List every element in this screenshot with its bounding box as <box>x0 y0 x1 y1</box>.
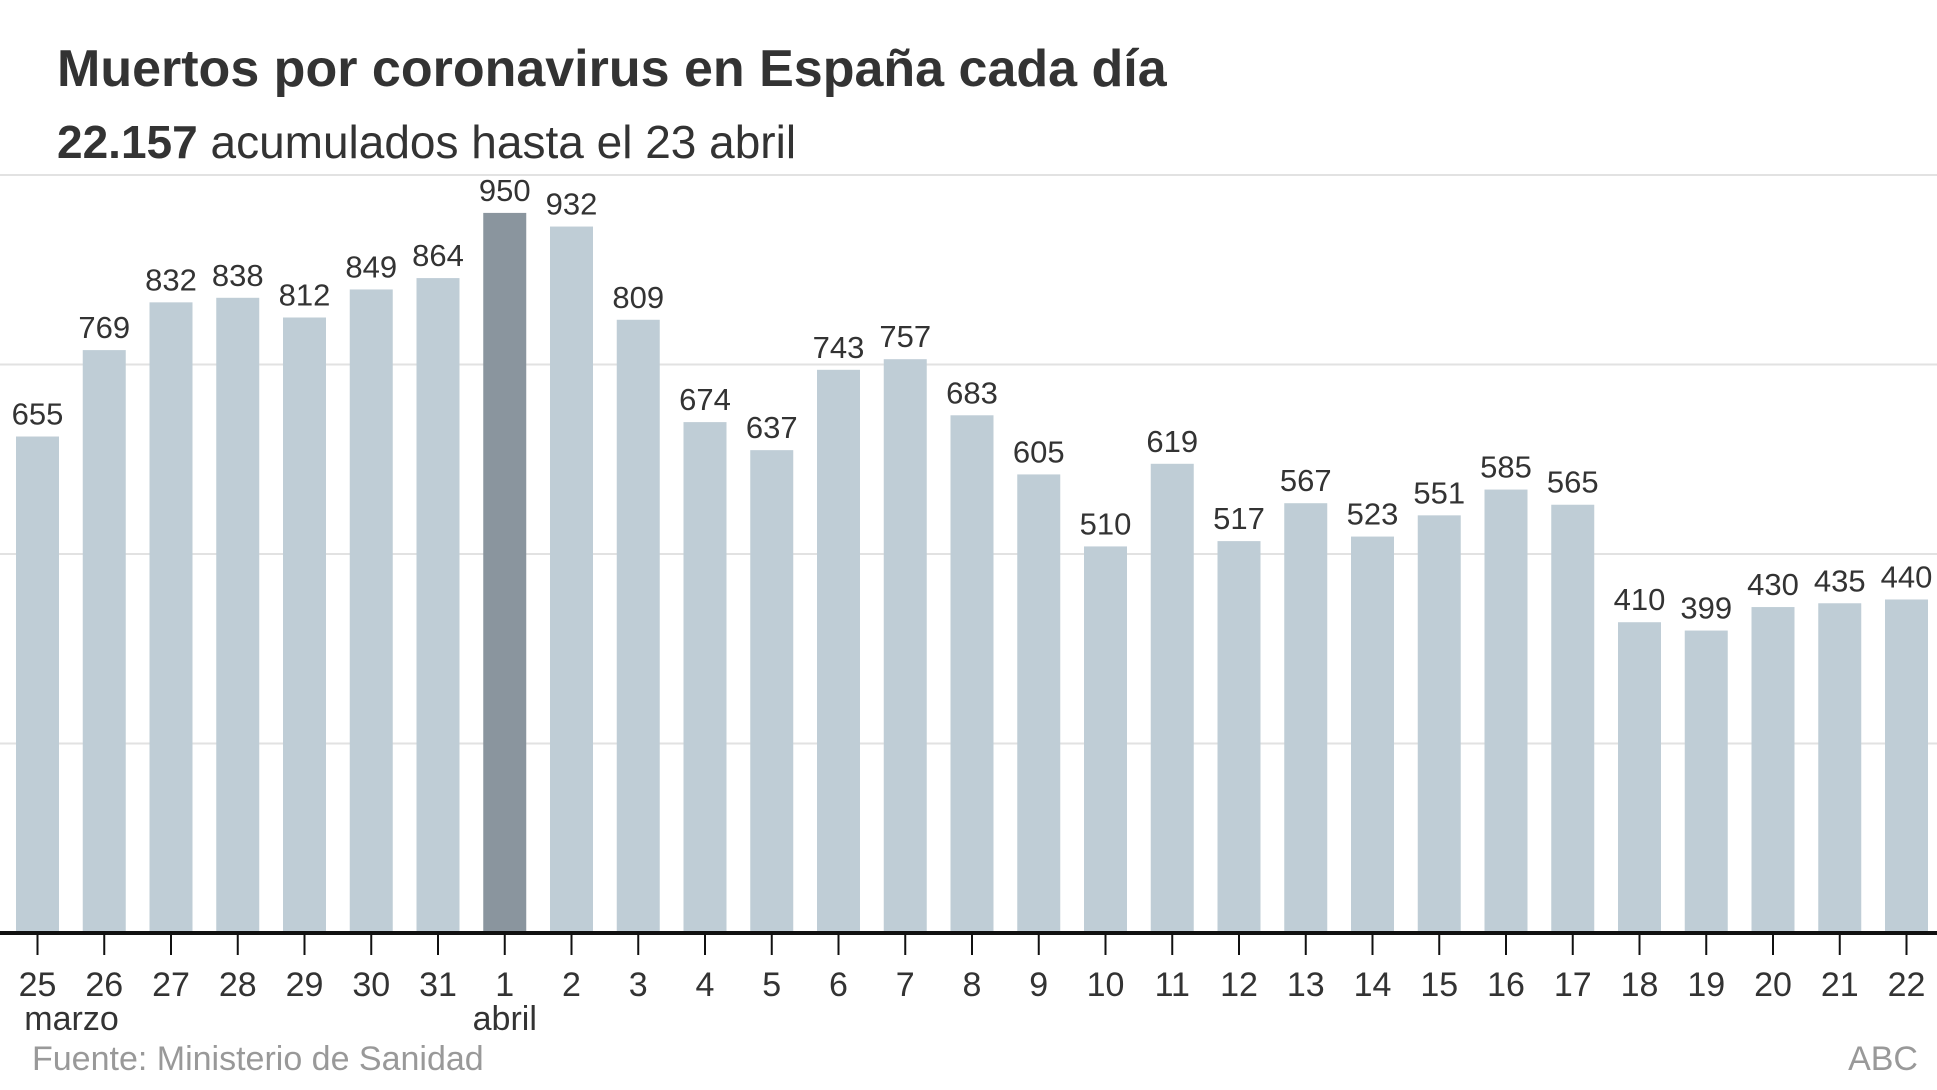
month-label-abril: abril <box>473 1000 537 1038</box>
bar-27 <box>149 302 193 933</box>
tick-label-3: 3 <box>629 966 648 1004</box>
tick-label-30: 30 <box>352 966 390 1004</box>
tick-label-26: 26 <box>85 966 123 1004</box>
bar-1 <box>483 212 527 933</box>
tick-label-21: 21 <box>1821 966 1859 1004</box>
bar-13 <box>1284 503 1328 933</box>
bar-30 <box>349 289 393 933</box>
value-label-30: 849 <box>345 249 397 284</box>
bar-7 <box>883 359 927 934</box>
bar-9 <box>1017 474 1061 933</box>
tick-label-29: 29 <box>286 966 324 1004</box>
value-label-17: 565 <box>1547 465 1599 500</box>
tick-label-8: 8 <box>963 966 982 1004</box>
bar-10 <box>1084 546 1127 933</box>
tick-label-6: 6 <box>829 966 848 1004</box>
bar-31 <box>416 278 460 933</box>
value-label-15: 551 <box>1413 475 1465 510</box>
value-label-6: 743 <box>813 330 865 365</box>
tick-label-25: 25 <box>19 966 57 1004</box>
tick-label-9: 9 <box>1029 966 1048 1004</box>
bar-6 <box>817 369 860 933</box>
value-label-29: 812 <box>279 278 331 313</box>
tick-label-10: 10 <box>1087 966 1125 1004</box>
tick-label-5: 5 <box>762 966 781 1004</box>
tick-label-16: 16 <box>1487 966 1525 1004</box>
value-label-22: 440 <box>1881 559 1933 594</box>
bar-26 <box>82 350 126 933</box>
bar-15 <box>1417 515 1461 933</box>
tick-label-15: 15 <box>1420 966 1458 1004</box>
value-label-1: 950 <box>479 173 531 208</box>
chart-title: Muertos por coronavirus en España cada d… <box>57 40 1168 98</box>
value-label-31: 864 <box>412 238 464 273</box>
tick-label-4: 4 <box>696 966 715 1004</box>
bar-20 <box>1751 607 1795 933</box>
tick-label-17: 17 <box>1554 966 1592 1004</box>
value-label-27: 832 <box>145 262 197 297</box>
tick-label-14: 14 <box>1354 966 1392 1004</box>
chart-subtitle: 22.157 acumulados hasta el 23 abril <box>57 116 796 168</box>
bar-5 <box>750 450 794 933</box>
tick-label-20: 20 <box>1754 966 1792 1004</box>
bar-25 <box>16 436 59 933</box>
bar-3 <box>616 319 660 933</box>
value-label-25: 655 <box>12 397 64 432</box>
tick-label-31: 31 <box>419 966 457 1004</box>
value-label-5: 637 <box>746 410 798 445</box>
bar-28 <box>216 297 260 933</box>
source-note: Fuente: Ministerio de Sanidad <box>32 1040 484 1078</box>
tick-label-18: 18 <box>1621 966 1659 1004</box>
value-label-28: 838 <box>212 258 264 293</box>
value-label-10: 510 <box>1080 506 1132 541</box>
tick-label-28: 28 <box>219 966 257 1004</box>
value-label-11: 619 <box>1146 424 1198 459</box>
subtitle-text: acumulados hasta el 23 abril <box>198 116 796 168</box>
subtitle-total: 22.157 <box>57 116 198 168</box>
month-label-marzo: marzo <box>24 1000 118 1038</box>
value-label-21: 435 <box>1814 563 1866 598</box>
value-label-12: 517 <box>1213 501 1265 536</box>
value-label-13: 567 <box>1280 463 1332 498</box>
tick-label-19: 19 <box>1687 966 1725 1004</box>
tick-label-13: 13 <box>1287 966 1325 1004</box>
tick-label-11: 11 <box>1155 966 1190 1004</box>
value-label-18: 410 <box>1614 582 1666 617</box>
value-label-19: 399 <box>1680 591 1732 626</box>
bar-21 <box>1818 603 1862 933</box>
bar-29 <box>283 317 326 933</box>
tick-label-12: 12 <box>1220 966 1258 1004</box>
value-label-20: 430 <box>1747 567 1799 602</box>
tick-label-27: 27 <box>152 966 190 1004</box>
bar-17 <box>1551 504 1595 933</box>
bar-4 <box>683 422 727 933</box>
value-label-7: 757 <box>879 319 931 354</box>
tick-label-22: 22 <box>1888 966 1926 1004</box>
bar-19 <box>1684 630 1728 933</box>
bar-18 <box>1618 622 1661 933</box>
bar-2 <box>550 226 593 933</box>
value-label-2: 932 <box>546 187 598 222</box>
value-label-16: 585 <box>1480 450 1532 485</box>
tick-label-1: 1 <box>495 966 514 1004</box>
bar-11 <box>1150 463 1194 933</box>
value-label-4: 674 <box>679 382 731 417</box>
bar-16 <box>1484 489 1528 933</box>
value-label-8: 683 <box>946 375 998 410</box>
credit-label: ABC <box>1848 1040 1918 1078</box>
value-label-9: 605 <box>1013 434 1065 469</box>
value-label-26: 769 <box>78 310 130 345</box>
tick-label-7: 7 <box>896 966 915 1004</box>
bar-8 <box>950 415 994 933</box>
bar-12 <box>1217 541 1261 933</box>
bar-14 <box>1351 536 1394 933</box>
bar-22 <box>1885 599 1928 933</box>
tick-label-2: 2 <box>562 966 581 1004</box>
value-label-3: 809 <box>612 280 664 315</box>
value-label-14: 523 <box>1347 497 1399 532</box>
